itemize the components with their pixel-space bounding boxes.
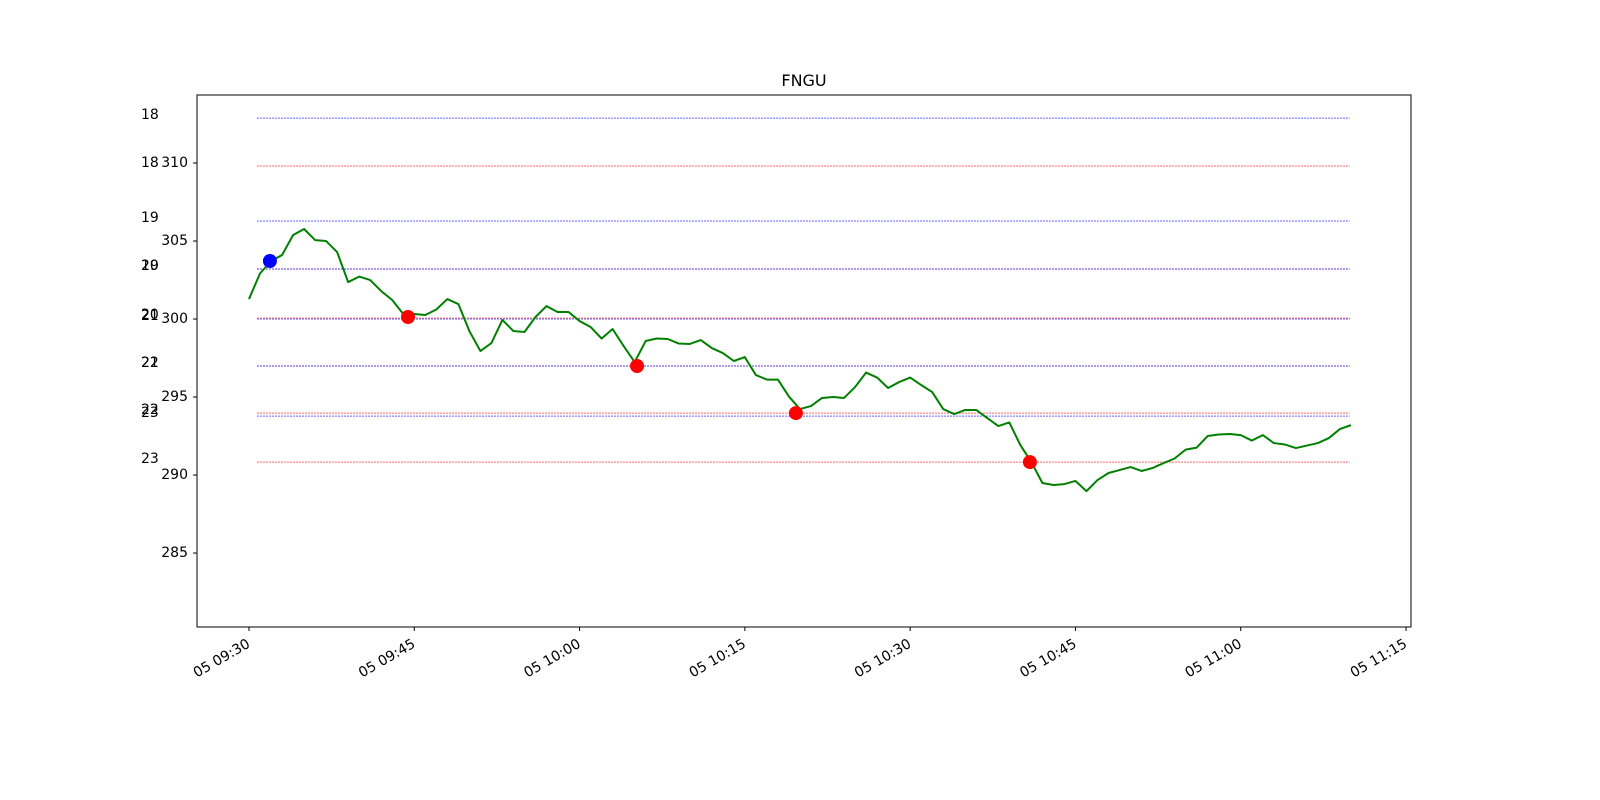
level-label: 22	[141, 402, 159, 418]
level-label: 22	[141, 355, 159, 371]
level-label: 23	[141, 405, 159, 421]
level-label: 20	[141, 307, 159, 323]
level-label: 18	[141, 107, 159, 123]
y-tick-label: 305	[161, 233, 188, 249]
y-tick-label: 300	[161, 311, 188, 327]
signal-point	[630, 358, 645, 373]
level-label: 19	[141, 258, 159, 274]
level-label: 18	[141, 155, 159, 171]
signal-point	[401, 310, 416, 325]
signal-point	[262, 253, 277, 268]
y-tick-label: 310	[161, 155, 188, 171]
y-tick-label: 295	[161, 389, 188, 405]
y-tick-label: 285	[161, 545, 188, 561]
level-label: 21	[141, 355, 159, 371]
chart-title: FNGU	[781, 71, 826, 90]
axes-frame	[196, 94, 1412, 628]
level-label: 19	[141, 210, 159, 226]
level-label: 21	[141, 308, 159, 324]
y-tick-label: 290	[161, 467, 188, 483]
signal-point	[788, 406, 803, 421]
level-label: 23	[141, 451, 159, 467]
level-label: 20	[141, 258, 159, 274]
signal-point	[1022, 455, 1037, 470]
